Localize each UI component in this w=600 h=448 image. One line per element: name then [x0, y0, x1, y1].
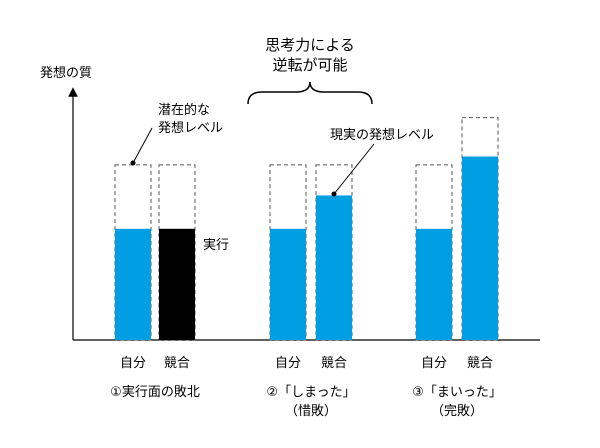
reversal-note-line1: 思考力による	[265, 36, 355, 54]
potential-bar-self-2	[269, 164, 307, 341]
group1-self-label: 自分	[119, 356, 147, 371]
actual-bar-self-1	[115, 228, 151, 340]
group1-caption: ①実行面の敗北	[110, 385, 200, 400]
execution-label: 実行	[203, 238, 230, 253]
group1-comp-label: 競合	[163, 356, 191, 371]
potential-bar-self-3	[415, 164, 453, 341]
potential-callout-line2: 発想レベル	[158, 121, 224, 136]
actual-bar-comp-3	[462, 156, 498, 340]
actual-leader-line	[333, 143, 375, 195]
group3-self-label: 自分	[420, 356, 448, 371]
potential-bar-comp-1	[158, 164, 196, 341]
potential-leader-line	[132, 127, 153, 164]
reversal-note-line2: 逆転が可能	[272, 56, 348, 74]
potential-callout-line1: 潜在的な	[158, 103, 211, 118]
group2-caption-line1: ②「しまった」	[266, 385, 356, 400]
group2-comp-label: 競合	[320, 356, 348, 371]
y-axis-label: 発想の質	[40, 66, 93, 81]
actual-bar-comp-1	[159, 228, 195, 340]
group3-caption-line2: （完敗）	[430, 404, 484, 419]
bars-layer	[114, 117, 499, 341]
actual-bar-self-3	[416, 228, 452, 340]
potential-leader-dot	[130, 160, 136, 166]
actual-callout: 現実の発想レベル	[330, 128, 435, 143]
group2-caption-line2: （惜敗）	[284, 404, 338, 419]
actual-bar-self-2	[270, 228, 306, 340]
group3-caption-line1: ③「まいった」	[412, 385, 502, 400]
reversal-bracket	[247, 81, 373, 105]
potential-bar-comp-2	[315, 164, 353, 341]
group2-self-label: 自分	[274, 356, 302, 371]
actual-bar-comp-2	[316, 195, 352, 340]
group3-comp-label: 競合	[466, 356, 494, 371]
actual-leader-dot	[331, 191, 337, 197]
